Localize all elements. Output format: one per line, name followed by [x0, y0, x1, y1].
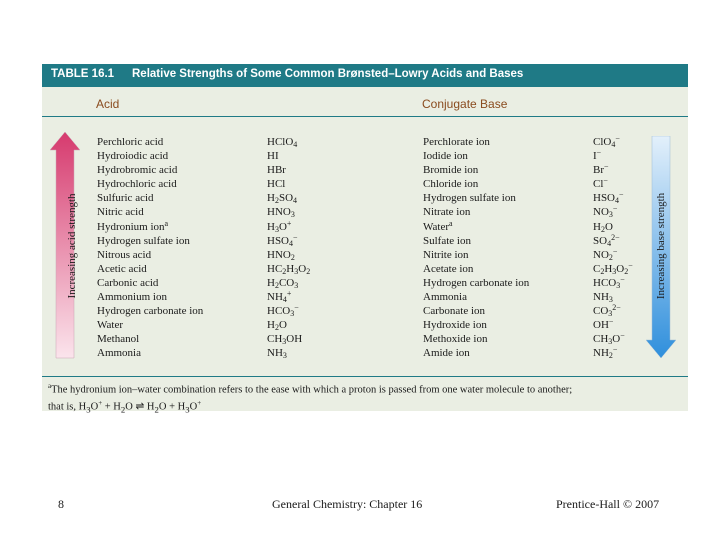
base-formula-cell: NH3 — [593, 291, 613, 305]
base-name-cell: Nitrite ion — [423, 248, 469, 261]
acid-formula-cell: NH3 — [267, 347, 287, 361]
base-formula-cell: HSO4− — [593, 190, 624, 206]
base-name-cell: Hydrogen carbonate ion — [423, 276, 530, 289]
base-name-cell: Watera — [423, 218, 453, 233]
base-formula-cell: I− — [593, 148, 602, 163]
table-number: TABLE 16.1 — [51, 68, 115, 80]
base-formula-cell: NH2− — [593, 345, 618, 361]
base-formula-cell: HCO3− — [593, 274, 625, 290]
acid-name-cell: Hydrobromic acid — [97, 164, 178, 177]
base-name-cell: Bromide ion — [423, 164, 479, 177]
table-title: Relative Strengths of Some Common Brønst… — [132, 68, 524, 80]
footnote-line-1: aThe hydronium ion–water combination ref… — [48, 382, 573, 396]
acid-formula-cell: HNO2 — [267, 248, 295, 262]
base-formula-column: ClO4− I− Br− Cl− HSO4− NO3− H2O SO42− NO2− C2H3O2… — [593, 135, 633, 361]
base-name-cell: Hydrogen sulfate ion — [423, 192, 516, 205]
acid-name-cell: Nitric acid — [97, 206, 144, 219]
acid-name-cell: Hydronium iona — [97, 218, 169, 233]
base-formula-cell: Br− — [593, 162, 609, 177]
base-strength-arrow — [646, 136, 676, 359]
acid-formula-cell: NH4+ — [267, 289, 292, 305]
acid-formula-cell: HBr — [267, 164, 286, 177]
acid-name-cell: Nitrous acid — [97, 248, 152, 261]
acid-formula-cell: HNO3 — [267, 206, 295, 220]
base-formula-cell: CH3O− — [593, 331, 625, 347]
acid-formula-cell: HC2H3O2 — [267, 262, 311, 276]
base-name-cell: Iodide ion — [423, 150, 468, 163]
base-name-cell: Methoxide ion — [423, 333, 488, 346]
base-name-cell: Acetate ion — [423, 262, 474, 275]
acid-name-column: Perchloric acid Hydroiodic acid Hydrobromi… — [97, 135, 203, 361]
acid-name-cell: Acetic acid — [97, 262, 147, 275]
acid-formula-cell: HI — [267, 150, 279, 163]
base-formula-cell: CO32− — [593, 303, 621, 319]
base-name-cell: Hydroxide ion — [423, 319, 487, 332]
slide-number: 8 — [58, 497, 64, 511]
table-panel: TABLE 16.1 Relative Strengths of Some Co… — [42, 64, 688, 415]
acid-name-cell: Perchloric acid — [97, 136, 164, 148]
base-name-cell: Perchlorate ion — [423, 136, 490, 148]
base-name-cell: Amide ion — [423, 347, 470, 360]
acid-formula-cell: H2SO4 — [267, 192, 298, 206]
base-name-cell: Nitrate ion — [423, 206, 471, 219]
acid-column-header: Acid — [96, 97, 120, 111]
acid-name-cell: Hydroiodic acid — [97, 150, 169, 163]
base-column-header: Conjugate Base — [422, 97, 508, 111]
acid-formula-cell: CH3OH — [267, 333, 303, 347]
base-name-column: Perchlorate ion Iodide ion Bromide ion Chlo… — [423, 135, 529, 361]
publisher-label: Prentice-Hall © 2007 — [556, 497, 660, 511]
acid-name-cell: Hydrogen carbonate ion — [97, 305, 204, 318]
course-label: General Chemistry: Chapter 16 — [272, 497, 423, 511]
acid-formula-cell: H2CO3 — [267, 276, 299, 290]
acid-formula-cell: HCO3− — [267, 303, 299, 319]
base-formula-cell: SO42− — [593, 232, 620, 248]
acid-formula-cell: H3O+ — [267, 218, 292, 234]
base-name-cell: Sulfate ion — [423, 234, 471, 247]
base-formula-cell: H2O — [593, 220, 613, 234]
table-footnote: aThe hydronium ion–water combination ref… — [48, 380, 678, 416]
header-rule — [42, 116, 688, 117]
table-title-bar: TABLE 16.1 Relative Strengths of Some Co… — [42, 64, 688, 87]
base-formula-cell: NO3− — [593, 204, 618, 220]
footnote-line-2: that is, H3O+ + H2O ⇌ H2O + H3O+ — [48, 399, 202, 415]
acid-name-cell: Water — [97, 319, 123, 332]
footnote-rule — [42, 376, 688, 377]
acid-name-cell: Carbonic acid — [97, 276, 159, 289]
acid-strength-arrow — [50, 132, 80, 359]
acid-formula-cell: H2O — [267, 319, 287, 333]
acid-axis-label: Increasing acid strength — [66, 193, 78, 299]
acid-formula-column: HClO4 HI HBr HCl H2SO4 HNO3 H3O+ HSO4− HNO2 HC2H3… — [267, 135, 310, 361]
acid-name-cell: Ammonia — [97, 347, 141, 360]
acid-formula-cell: HSO4− — [267, 232, 298, 248]
acid-name-cell: Hydrochloric acid — [97, 178, 177, 191]
acid-name-cell: Methanol — [97, 333, 140, 346]
acid-name-cell: Sulfuric acid — [97, 192, 154, 205]
acid-formula-cell: HClO4 — [267, 136, 298, 149]
base-name-cell: Carbonate ion — [423, 305, 486, 318]
base-formula-cell: OH− — [593, 317, 614, 332]
base-formula-cell: Cl− — [593, 176, 608, 191]
acid-name-cell: Ammonium ion — [97, 291, 167, 304]
base-formula-cell: ClO4− — [593, 134, 620, 149]
base-formula-cell: NO2− — [593, 246, 618, 262]
acid-name-cell: Hydrogen sulfate ion — [97, 234, 190, 247]
base-axis-label: Increasing base strength — [655, 192, 667, 300]
base-name-cell: Chloride ion — [423, 178, 479, 191]
base-formula-cell: C2H3O2− — [593, 260, 633, 276]
acid-formula-cell: HCl — [267, 178, 286, 191]
base-name-cell: Ammonia — [423, 291, 467, 304]
